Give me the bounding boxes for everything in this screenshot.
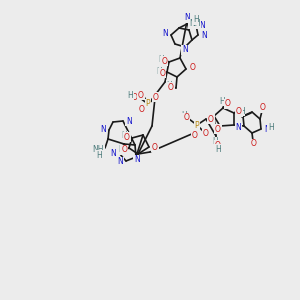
Text: N: N [264, 125, 270, 134]
Text: H: H [212, 137, 218, 146]
Text: O: O [152, 142, 158, 152]
Text: N: N [235, 124, 241, 133]
Text: O: O [225, 100, 231, 109]
Text: N: N [117, 158, 123, 166]
Text: O: O [251, 140, 257, 148]
Text: O: O [139, 104, 145, 113]
Text: N: N [126, 116, 132, 125]
Text: H: H [121, 131, 127, 140]
Text: H: H [193, 16, 199, 25]
Text: O: O [183, 113, 189, 122]
Text: N: N [184, 14, 190, 22]
Text: O: O [190, 64, 196, 73]
Text: O: O [161, 56, 167, 65]
Text: H: H [118, 146, 124, 154]
Text: O: O [236, 107, 242, 116]
Text: O: O [203, 130, 209, 139]
Text: O: O [208, 115, 214, 124]
Text: O: O [168, 82, 174, 91]
Text: O: O [215, 140, 221, 149]
Text: O: O [260, 103, 266, 112]
Text: H: H [158, 55, 164, 64]
Text: H: H [127, 91, 133, 100]
Text: N: N [110, 148, 116, 158]
Text: H: H [239, 106, 245, 116]
Text: O: O [192, 130, 198, 140]
Text: P: P [146, 100, 150, 109]
Text: P: P [195, 121, 199, 130]
Text: O: O [138, 91, 144, 100]
Text: H: H [215, 145, 221, 154]
Text: H: H [219, 97, 225, 106]
Text: N: N [162, 29, 168, 38]
Text: N: N [134, 155, 140, 164]
Text: H: H [268, 122, 274, 131]
Text: O: O [121, 146, 127, 154]
Text: O: O [159, 68, 165, 77]
Text: O: O [124, 133, 130, 142]
Text: NH: NH [189, 20, 200, 28]
Text: O: O [153, 92, 159, 101]
Text: N: N [182, 46, 188, 55]
Text: O: O [215, 124, 221, 134]
Text: H: H [181, 112, 187, 121]
Text: N: N [100, 125, 106, 134]
Text: H: H [156, 68, 162, 76]
Text: N: N [199, 20, 205, 29]
Text: N: N [201, 31, 207, 40]
Text: H: H [166, 80, 172, 89]
Text: H: H [96, 151, 102, 160]
Text: O: O [131, 92, 137, 101]
Text: NH: NH [92, 146, 104, 154]
